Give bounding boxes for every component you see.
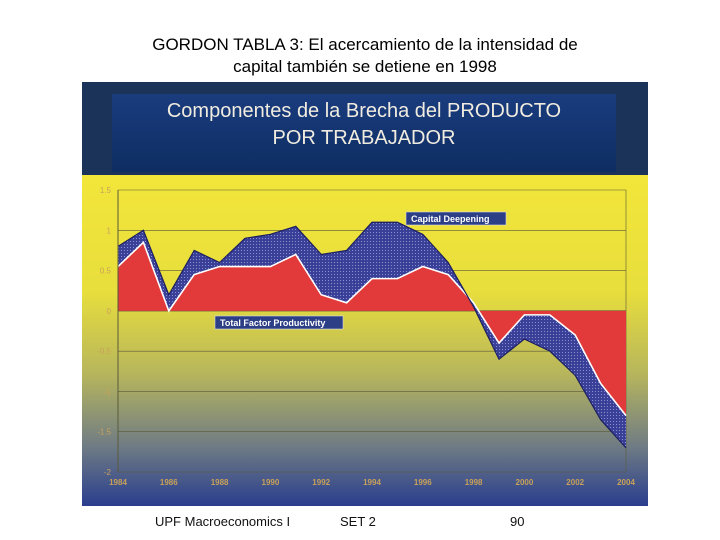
x-tick-label: 1986 (160, 478, 178, 487)
x-tick-label: 2004 (617, 478, 635, 487)
slide-title-line-2: capital también se detiene en 1998 (233, 57, 497, 76)
x-tick-label: 2002 (566, 478, 584, 487)
footer-set: SET 2 (340, 514, 376, 529)
footer-course: UPF Macroeconomics I (155, 514, 291, 529)
x-tick-label: 1992 (312, 478, 330, 487)
annotation-capital-deepening-box (405, 211, 507, 226)
area-total-factor-productivity (118, 242, 626, 416)
panel-title-line-2: POR TRABAJADOR (272, 127, 456, 149)
panel-title-line-1: Componentes de la Brecha del PRODUCTO (166, 100, 562, 122)
footer-page-number: 90 (510, 514, 525, 529)
area-layer (117, 221, 627, 449)
y-tick-label: -2 (104, 468, 112, 477)
annotation-capital-deepening: Capital Deepening (405, 211, 507, 226)
line-total-gap (117, 221, 627, 449)
x-tick-label: 1994 (363, 478, 381, 487)
y-tick-label: 1 (107, 226, 112, 235)
line-total-factor-productivity (117, 240, 627, 417)
annotation-total-factor-productivity: Total Factor Productivity (214, 315, 344, 330)
slide-title: GORDON TABLA 3: El acercamiento de la in… (60, 34, 670, 78)
y-tick-label: 1.5 (100, 186, 112, 195)
y-tick-label: -0.5 (97, 347, 111, 356)
annotation-capital-deepening-label: Capital Deepening (411, 214, 490, 224)
annotation-total-factor-productivity-box (214, 315, 344, 330)
y-tick-label: -1 (104, 387, 112, 396)
y-tick-label: -1.5 (97, 428, 111, 437)
panel-title: Componentes de la Brecha del PRODUCTO PO… (112, 94, 616, 172)
x-tick-label: 1988 (211, 478, 229, 487)
y-tick-label: 0 (107, 307, 112, 316)
x-tick-label: 2000 (516, 478, 534, 487)
x-tick-label: 1998 (465, 478, 483, 487)
slide-title-line-1: GORDON TABLA 3: El acercamiento de la in… (152, 35, 578, 54)
x-tick-label: 1990 (262, 478, 280, 487)
y-tick-label: 0.5 (100, 267, 112, 276)
annotation-total-factor-productivity-label: Total Factor Productivity (220, 318, 325, 328)
x-tick-label: 1996 (414, 478, 432, 487)
x-tick-label: 1984 (109, 478, 127, 487)
area-capital-deepening (118, 222, 626, 448)
